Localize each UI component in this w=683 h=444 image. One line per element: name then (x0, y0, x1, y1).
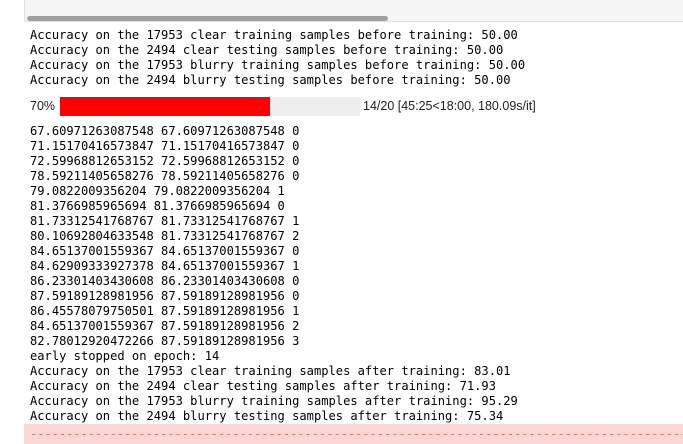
output-line: Accuracy on the 17953 clear training sam… (30, 364, 511, 378)
output-line: 82.78012920472266 87.59189128981956 3 (30, 334, 300, 348)
output-line: 84.62909333927378 84.65137001559367 1 (30, 259, 300, 273)
output-line: Accuracy on the 17953 clear training sam… (30, 28, 518, 42)
output-line: 84.65137001559367 84.65137001559367 0 (30, 244, 300, 258)
progress-status: 14/20 [45:25<18:00, 180.09s/it] (363, 99, 536, 113)
output-line: 81.73312541768767 81.73312541768767 1 (30, 214, 300, 228)
progress-bar-fill (60, 97, 270, 116)
stderr-output: ----------------------------------------… (24, 424, 683, 444)
output-before-training: Accuracy on the 17953 clear training sam… (30, 28, 525, 88)
output-line: 81.3766985965694 81.3766985965694 0 (30, 199, 285, 213)
output-line: 84.65137001559367 87.59189128981956 2 (30, 319, 300, 333)
output-line: Accuracy on the 2494 blurry testing samp… (30, 409, 504, 423)
output-line: 71.15170416573847 71.15170416573847 0 (30, 139, 300, 153)
progress-row: 70% 14/20 [45:25<18:00, 180.09s/it] (30, 96, 670, 117)
progress-bar (60, 97, 360, 116)
horizontal-scrollbar[interactable] (24, 0, 683, 22)
output-training-log: 67.60971263087548 67.60971263087548 0 71.… (30, 124, 518, 424)
output-line: early stopped on epoch: 14 (30, 349, 220, 363)
output-line: 86.45578079750501 87.59189128981956 1 (30, 304, 300, 318)
output-line: Accuracy on the 2494 clear testing sampl… (30, 379, 496, 393)
output-line: 78.59211405658276 78.59211405658276 0 (30, 169, 300, 183)
scrollbar-thumb[interactable] (27, 16, 388, 21)
output-line: 80.10692804633548 81.73312541768767 2 (30, 229, 300, 243)
output-line: Accuracy on the 17953 blurry training sa… (30, 58, 526, 72)
output-line: 87.59189128981956 87.59189128981956 0 (30, 289, 300, 303)
output-line: 72.59968812653152 72.59968812653152 0 (30, 154, 300, 168)
output-line: 67.60971263087548 67.60971263087548 0 (30, 124, 300, 138)
output-line: Accuracy on the 2494 clear testing sampl… (30, 43, 504, 57)
progress-percent: 70% (30, 99, 56, 113)
output-line: Accuracy on the 17953 blurry training sa… (30, 394, 518, 408)
output-line: 79.0822009356204 79.0822009356204 1 (30, 184, 285, 198)
stderr-line: ----------------------------------------… (30, 427, 683, 441)
output-line: 86.23301403430608 86.23301403430608 0 (30, 274, 300, 288)
output-line: Accuracy on the 2494 blurry testing samp… (30, 73, 511, 87)
